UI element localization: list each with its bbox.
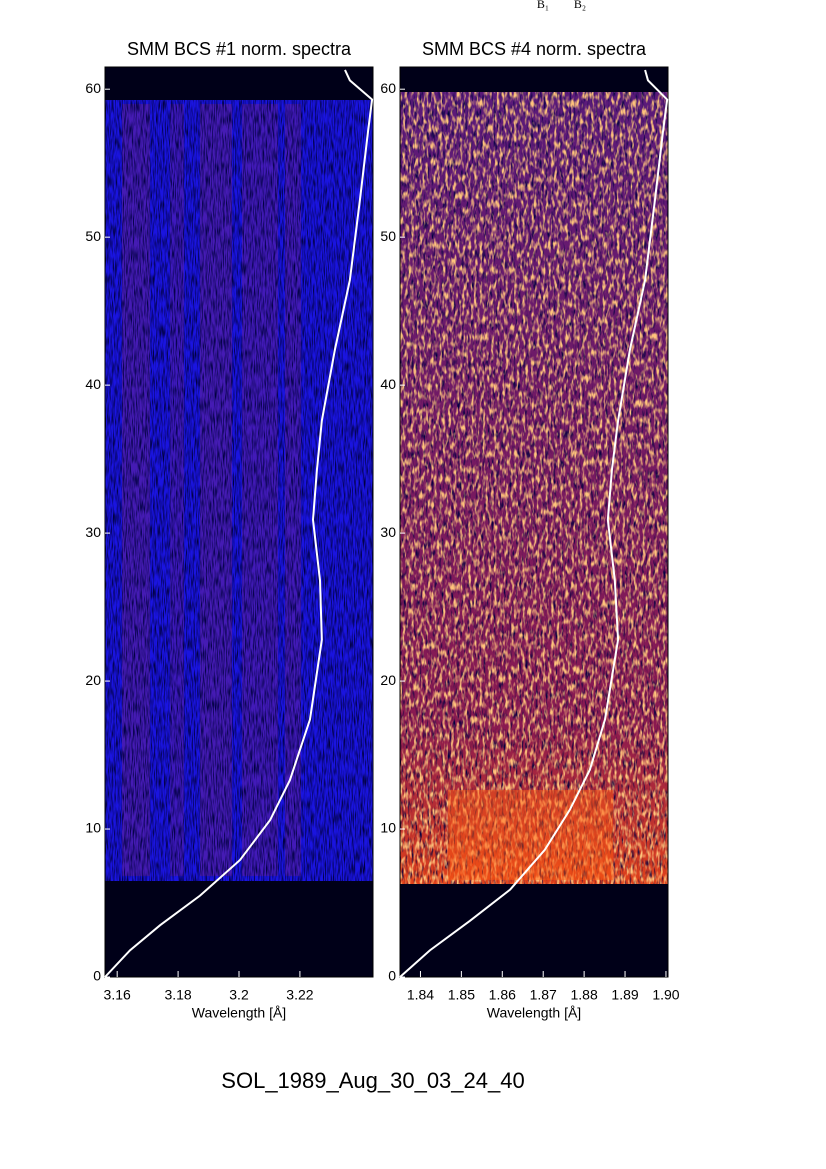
y-tick-label: 50 bbox=[85, 228, 101, 244]
y-tick-label: 0 bbox=[93, 968, 101, 984]
chart-title: SMM BCS #4 norm. spectra bbox=[422, 39, 647, 59]
y-tick-label: 10 bbox=[380, 820, 396, 836]
plot-frame bbox=[399, 66, 669, 978]
panel-1-image bbox=[105, 67, 373, 977]
x-tick-label: 1.90 bbox=[652, 987, 679, 1003]
panel-2-image bbox=[400, 67, 668, 977]
y-tick-label: 60 bbox=[85, 80, 101, 96]
x-tick-label: 3.2 bbox=[229, 987, 249, 1003]
y-tick-label: 60 bbox=[380, 80, 396, 96]
top-label: B₁ bbox=[537, 0, 549, 11]
chart-title: SMM BCS #1 norm. spectra bbox=[127, 39, 352, 59]
x-tick-label: 1.85 bbox=[448, 987, 475, 1003]
x-tick-label: 1.86 bbox=[489, 987, 516, 1003]
footer: SOL_1989_Aug_30_03_24_40 bbox=[221, 1068, 524, 1093]
y-tick-label: 40 bbox=[380, 376, 396, 392]
light-curve bbox=[104, 69, 374, 978]
y-tick-label: 30 bbox=[85, 524, 101, 540]
y-tick-label: 50 bbox=[380, 228, 396, 244]
light-curve bbox=[399, 69, 669, 978]
y-tick-label: 20 bbox=[85, 672, 101, 688]
y-tick-label: 40 bbox=[85, 376, 101, 392]
y-tick-label: 30 bbox=[380, 524, 396, 540]
top-label: B₂ bbox=[574, 0, 586, 11]
y-tick-label: 10 bbox=[85, 820, 101, 836]
y-tick-label: 20 bbox=[380, 672, 396, 688]
x-axis-label: Wavelength [Å] bbox=[192, 1005, 286, 1021]
x-tick-label: 1.89 bbox=[611, 987, 638, 1003]
x-tick-label: 1.88 bbox=[570, 987, 597, 1003]
y-tick-label: 0 bbox=[388, 968, 396, 984]
x-tick-label: 1.87 bbox=[530, 987, 557, 1003]
x-tick-label: 3.22 bbox=[286, 987, 313, 1003]
x-tick-label: 3.18 bbox=[164, 987, 191, 1003]
x-tick-label: 1.84 bbox=[407, 987, 434, 1003]
x-tick-label: 3.16 bbox=[104, 987, 131, 1003]
x-axis-label: Wavelength [Å] bbox=[487, 1005, 581, 1021]
